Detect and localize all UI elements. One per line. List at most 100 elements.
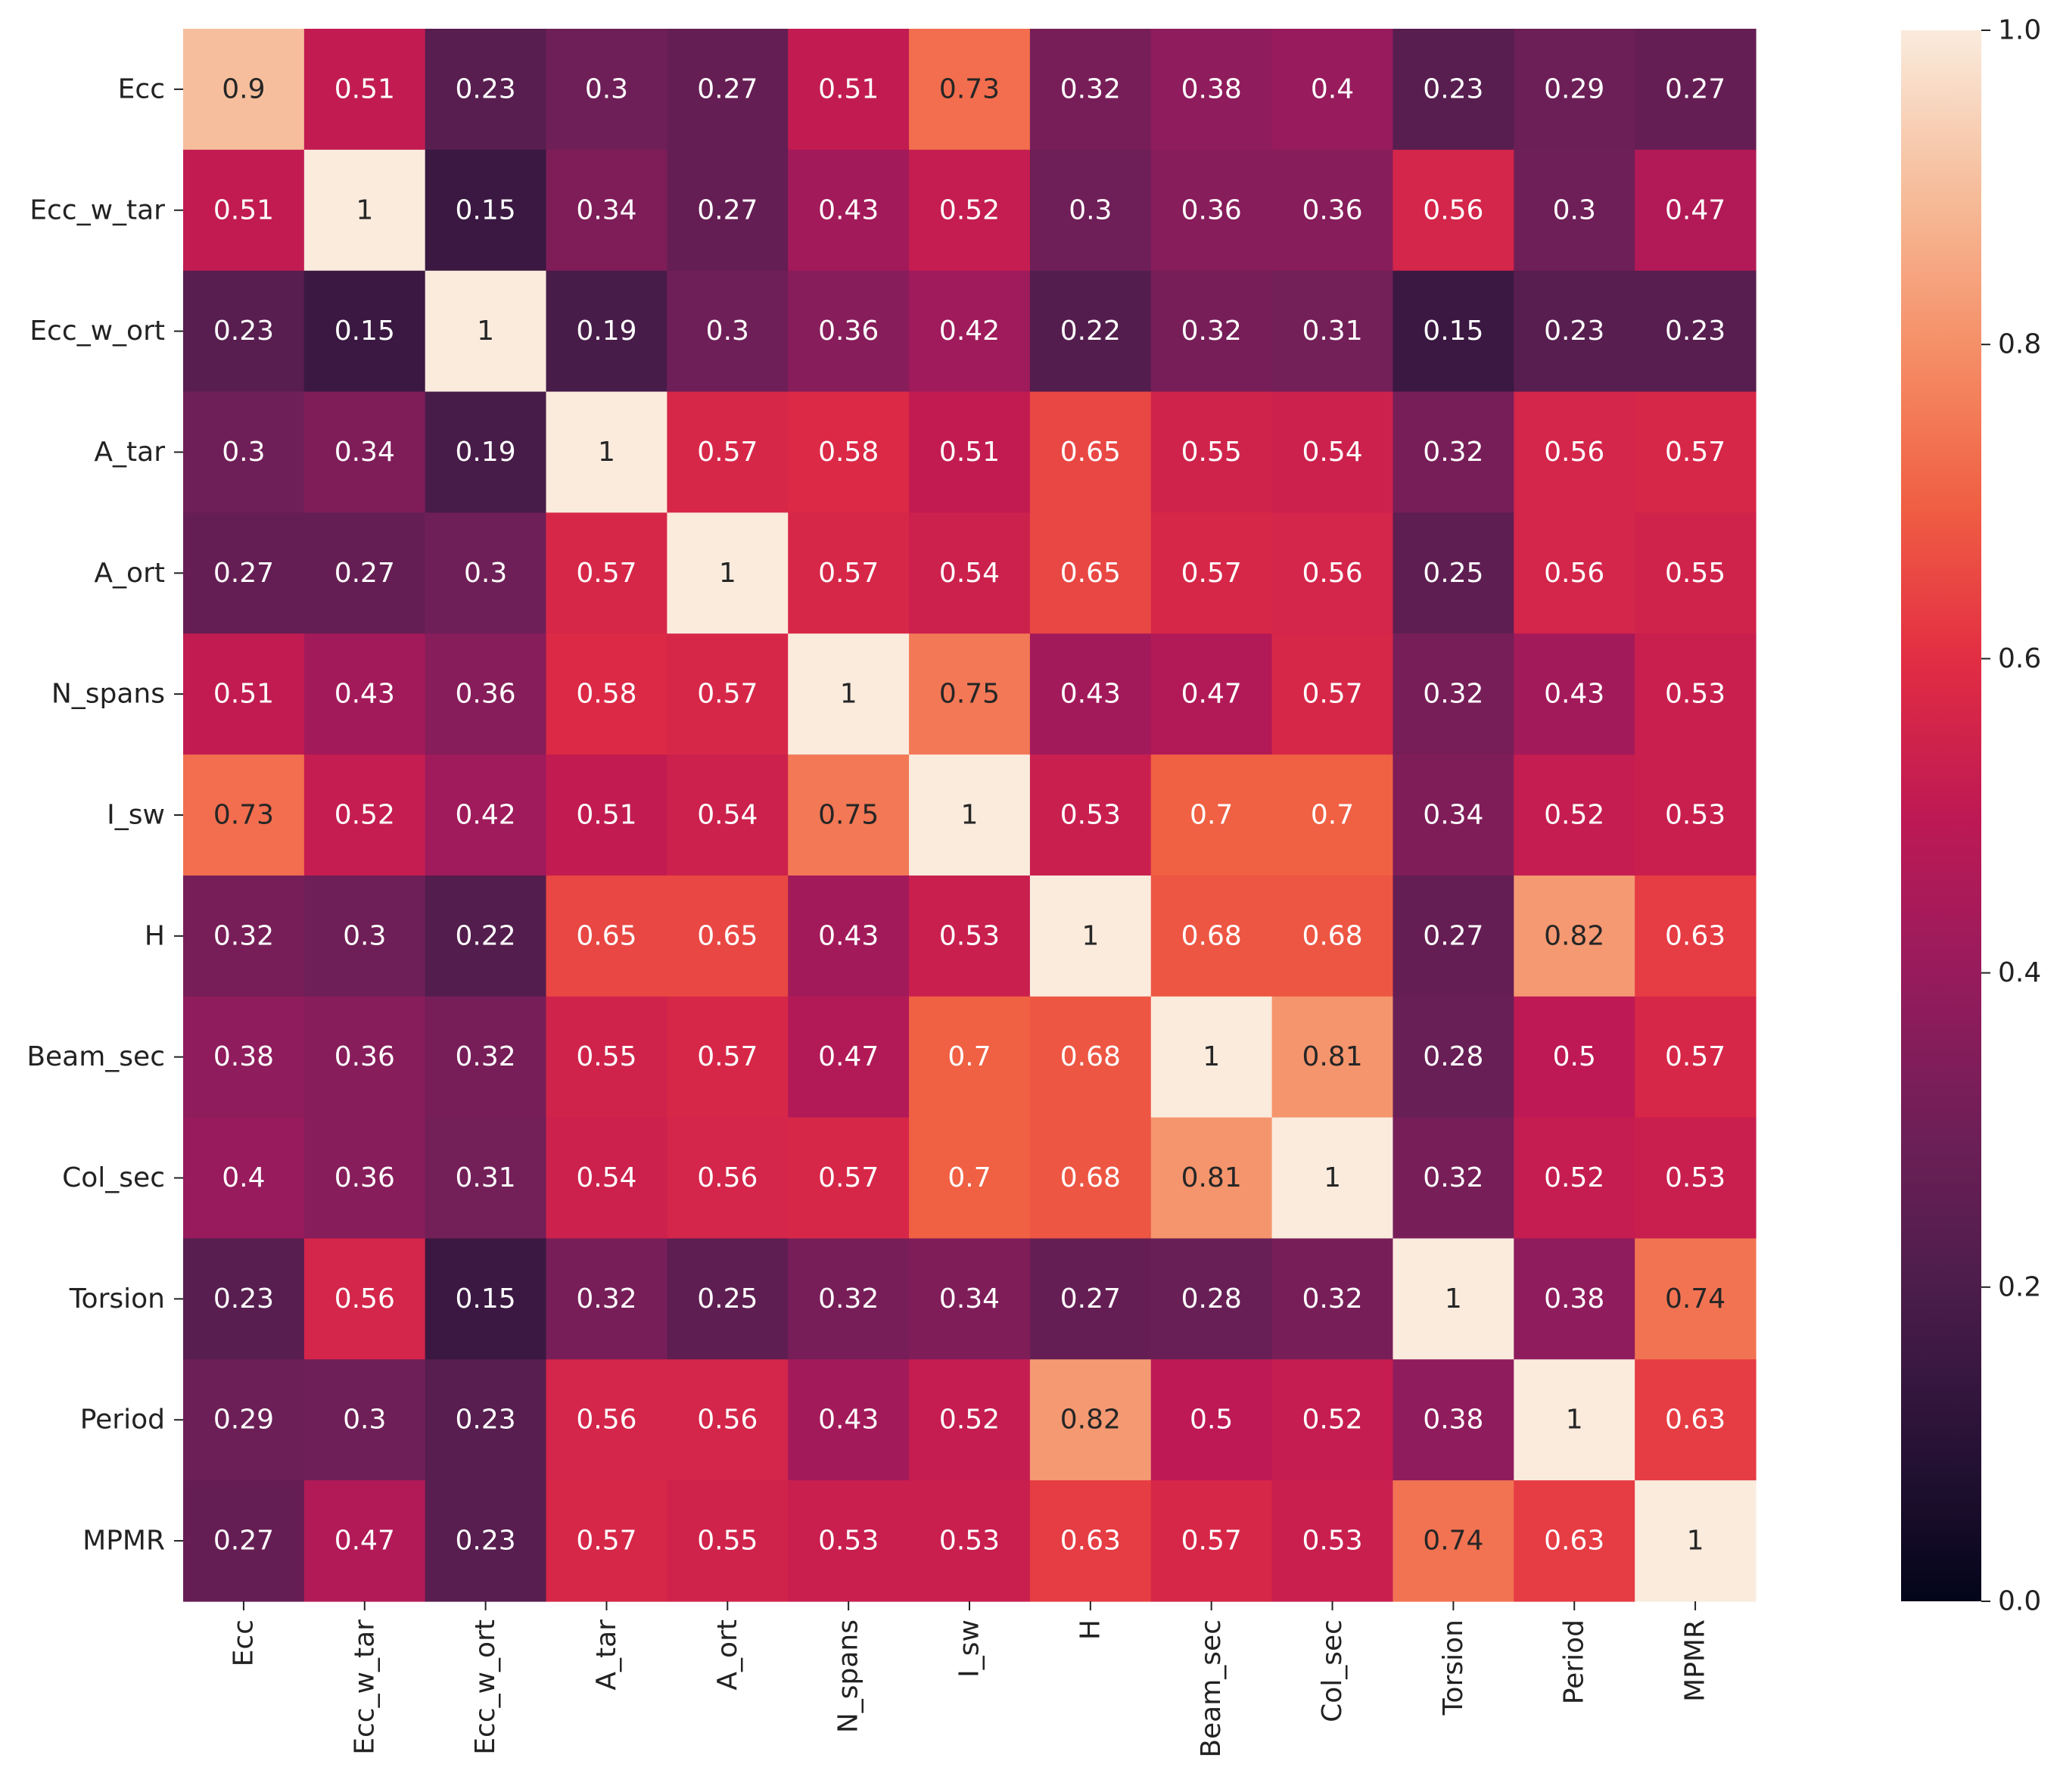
heatmap-cell [909,512,1031,634]
cell-value-label: 0.53 [818,1526,879,1557]
cell-value-label: 0.23 [456,73,516,104]
heatmap-cell [667,1238,789,1360]
colorbar-tick-label: 0.0 [1998,1586,2041,1617]
heatmap-cell [1393,391,1514,513]
heatmap-cell [1635,29,1757,151]
heatmap-cell [1635,391,1757,513]
heatmap-cell [1635,1480,1757,1602]
heatmap-cell [546,149,667,272]
heatmap-cell [1635,1238,1757,1360]
heatmap-cell [183,754,305,876]
cell-value-label: 0.19 [576,316,636,347]
cell-value-label: 0.51 [213,194,274,226]
cell-value-label: 0.4 [1311,73,1354,104]
heatmap-cell [1514,29,1635,151]
cell-value-label: 0.47 [1181,679,1242,710]
heatmap-cell [667,996,789,1118]
heatmap-cell [303,391,426,513]
heatmap-cell [1514,754,1635,876]
cell-value-label: 0.27 [1665,73,1725,104]
heatmap-cell [1393,875,1514,997]
y-tick-label: H [145,920,165,951]
heatmap-cell [667,149,789,272]
heatmap-cell [425,1480,547,1602]
heatmap-cell [667,270,789,393]
heatmap-cell [1029,1359,1152,1481]
cell-value-label: 0.7 [948,1162,991,1193]
cell-value-label: 1 [1324,1162,1341,1193]
cell-value-label: 0.57 [697,1041,758,1072]
heatmap-cell [425,1359,547,1481]
heatmap-cell [546,270,667,393]
cell-value-label: 0.28 [1423,1041,1483,1072]
heatmap-cell [909,1238,1031,1360]
cell-value-label: 0.57 [697,679,758,710]
cell-value-label: 0.25 [1423,558,1483,589]
cell-value-label: 0.27 [213,558,274,589]
cell-value-label: 0.23 [1665,316,1725,347]
cell-value-label: 0.68 [1060,1041,1121,1072]
cell-value-label: 0.34 [1423,800,1483,831]
heatmap-cell [425,1238,547,1360]
cell-value-label: 0.56 [697,1405,758,1436]
cell-value-label: 0.65 [1060,558,1121,589]
heatmap-cell [546,1117,667,1240]
colorbar: 0.0 0.2 0.4 0.6 0.8 1.0 [1901,15,2041,1617]
cell-value-label: 0.74 [1423,1526,1483,1557]
heatmap-cell [788,1480,910,1602]
heatmap-cell [1029,512,1152,634]
cell-value-label: 1 [356,194,373,226]
colorbar-tick-label: 0.8 [1998,329,2041,360]
cell-value-label: 0.65 [576,920,636,951]
heatmap-cell [788,633,910,755]
cell-value-label: 0.57 [1665,1041,1725,1072]
heatmap-cell [1514,875,1635,997]
heatmap-cell [788,270,910,393]
cell-value-label: 0.3 [343,1405,386,1436]
cell-value-label: 0.82 [1060,1405,1121,1436]
cell-value-label: 0.43 [818,1405,879,1436]
heatmap-cell [1029,1117,1152,1240]
heatmap-cell [909,633,1031,755]
heatmap-cell [667,391,789,513]
colorbar-tick-label: 0.6 [1998,643,2041,674]
heatmap-cell [1635,633,1757,755]
heatmap-cell [1271,875,1394,997]
heatmap-cell [1029,29,1152,151]
cell-value-label: 0.52 [1544,800,1604,831]
heatmap-cell [1271,1359,1394,1481]
cell-value-label: 0.63 [1060,1526,1121,1557]
heatmap-cell [425,754,547,876]
heatmap-cell [546,754,667,876]
heatmap-cell [1393,633,1514,755]
heatmap-cell [1393,1359,1514,1481]
cell-value-label: 0.57 [1302,679,1362,710]
heatmap-cell [1514,633,1635,755]
cell-value-label: 0.9 [222,73,265,104]
cell-value-label: 0.3 [706,316,749,347]
heatmap-cell [1029,149,1152,272]
x-tick-label: I_sw [954,1619,985,1678]
heatmap-cell [1271,149,1394,272]
cell-value-label: 1 [961,800,979,831]
heatmap-cell [788,1359,910,1481]
heatmap-cell [1029,875,1152,997]
cell-value-label: 0.57 [697,437,758,468]
cell-value-label: 0.32 [1060,73,1121,104]
cell-value-label: 0.3 [222,437,265,468]
cell-value-label: 0.32 [1423,679,1483,710]
heatmap-cell [1271,512,1394,634]
cell-value-label: 0.53 [1665,679,1725,710]
heatmap-cell [909,270,1031,393]
heatmap-cell [425,512,547,634]
heatmap-cell [909,1480,1031,1602]
cell-value-label: 0.7 [1311,800,1354,831]
cell-value-label: 0.38 [213,1041,274,1072]
heatmap-cell [546,875,667,997]
cell-value-label: 0.57 [1181,1526,1242,1557]
heatmap-cell [303,1359,426,1481]
cell-value-label: 0.52 [335,800,395,831]
cell-value-label: 0.36 [1302,194,1362,226]
cell-value-label: 0.36 [1181,194,1242,226]
